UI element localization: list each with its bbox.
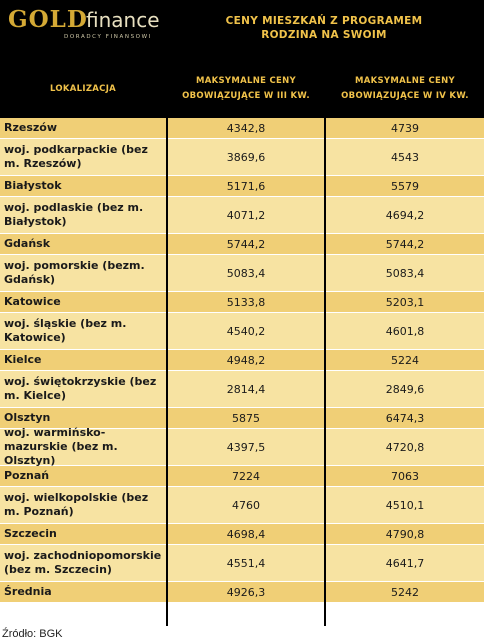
logo-subtitle: DORADCY FINANSOWI (64, 34, 152, 40)
column-header-q3: MAKSYMALNE CENY OBOWIĄZUJĄCE W III KW. (168, 60, 324, 118)
cell-q4-price: 4641,7 (385, 556, 425, 570)
cell-location: woj. podkarpackie (bez m. Rzeszów) (4, 143, 148, 170)
cell-location: Kielce (4, 353, 42, 366)
cell-location: woj. pomorskie (bezm. Gdańsk) (4, 259, 145, 286)
cell-location: woj. świętokrzyskie (bez m. Kielce) (4, 375, 157, 402)
table-row: woj. świętokrzyskie (bez m. Kielce) 2814,… (0, 371, 484, 408)
table-row: Szczecin 4698,4 4790,8 (0, 524, 484, 545)
cell-q4-price: 5203,1 (385, 295, 425, 309)
cell-q4-price: 4694,2 (385, 208, 425, 222)
cell-q3-price: 5875 (232, 411, 260, 425)
column-header-q4: MAKSYMALNE CENY OBOWIĄZUJĄCE W IV KW. (326, 60, 484, 118)
cell-q3-price: 4551,4 (226, 556, 266, 570)
cell-location: Białystok (4, 179, 62, 192)
column-header-location-label: LOKALIZACJA (49, 83, 117, 94)
title-line-1: CENY MIESZKAŃ Z PROGRAMEM (225, 15, 423, 27)
logo-finance-text: finance (86, 8, 160, 32)
cell-location: woj. wielkopolskie (bez m. Poznań) (4, 491, 149, 518)
cell-q3-price: 4948,2 (226, 353, 266, 367)
cell-location: Średnia (4, 585, 52, 598)
column-divider (166, 118, 168, 626)
table-row: Rzeszów 4342,8 4739 (0, 118, 484, 139)
table-row: Gdańsk 5744,2 5744,2 (0, 234, 484, 255)
logo-gold-text: GOLD (8, 6, 88, 33)
cell-location: Rzeszów (4, 121, 58, 134)
cell-location: Olsztyn (4, 411, 51, 424)
table-row: Białystok 5171,6 5579 (0, 176, 484, 197)
table-header: GOLD finance DORADCY FINANSOWI CENY MIES… (0, 0, 484, 118)
table-row: woj. zachodniopomorskie (bez m. Szczecin… (0, 545, 484, 582)
cell-q4-price: 5242 (391, 585, 419, 599)
cell-q4-price: 4510,1 (385, 498, 425, 512)
cell-q4-price: 7063 (391, 469, 419, 483)
title-line-2: RODZINA NA SWOIM (261, 29, 387, 41)
cell-q4-price: 4739 (391, 121, 419, 135)
cell-q4-price: 2849,6 (385, 382, 425, 396)
table-row: Katowice 5133,8 5203,1 (0, 292, 484, 313)
table-body: Rzeszów 4342,8 4739 woj. podkarpackie (bez … (0, 118, 484, 603)
column-header-q3-line-2: OBOWIĄZUJĄCE W III KW. (182, 91, 310, 101)
table-row: Kielce 4948,2 5224 (0, 350, 484, 371)
source-note: Źródło: BGK (2, 628, 63, 640)
column-header-q3-line-1: MAKSYMALNE CENY (195, 76, 297, 86)
cell-q4-price: 5579 (391, 179, 419, 193)
cell-q3-price: 7224 (232, 469, 260, 483)
table-row: woj. warmińsko-mazurskie (bez m. Olsztyn… (0, 426, 484, 467)
cell-q4-price: 6474,3 (385, 411, 425, 425)
column-header-q4-line-1: MAKSYMALNE CENY (354, 76, 456, 86)
table-title: CENY MIESZKAŃ Z PROGRAMEM RODZINA NA SWO… (196, 14, 452, 42)
cell-q4-price: 4790,8 (385, 527, 425, 541)
cell-q4-price: 5224 (391, 353, 419, 367)
cell-q4-price: 5744,2 (385, 237, 425, 251)
table-row: woj. wielkopolskie (bez m. Poznań) 4760 45… (0, 487, 484, 524)
cell-q4-price: 4543 (391, 150, 419, 164)
table-row: woj. pomorskie (bezm. Gdańsk) 5083,4 5083,… (0, 255, 484, 292)
cell-q3-price: 5171,6 (226, 179, 266, 193)
cell-q4-price: 5083,4 (385, 266, 425, 280)
cell-location: woj. warmińsko-mazurskie (bez m. Olsztyn… (4, 426, 118, 467)
cell-q4-price: 4720,8 (385, 440, 425, 454)
table-row: woj. podkarpackie (bez m. Rzeszów) 3869,6… (0, 139, 484, 176)
table-row: Średnia 4926,3 5242 (0, 582, 484, 603)
table-row: woj. podlaskie (bez m. Białystok) 4071,2 4… (0, 197, 484, 234)
cell-location: Szczecin (4, 527, 57, 540)
cell-location: woj. śląskie (bez m. Katowice) (4, 317, 127, 344)
cell-location: Katowice (4, 295, 61, 308)
goldfinance-logo: GOLD finance DORADCY FINANSOWI (8, 6, 160, 42)
cell-location: Poznań (4, 469, 50, 482)
table-row: Poznań 7224 7063 (0, 466, 484, 487)
cell-q3-price: 4760 (232, 498, 260, 512)
column-divider (324, 118, 326, 626)
cell-q3-price: 3869,6 (226, 150, 266, 164)
column-header-q4-line-2: OBOWIĄZUJĄCE W IV KW. (341, 91, 469, 101)
cell-q4-price: 4601,8 (385, 324, 425, 338)
cell-q3-price: 4926,3 (226, 585, 266, 599)
table-row: Olsztyn 5875 6474,3 (0, 408, 484, 429)
cell-q3-price: 4540,2 (226, 324, 266, 338)
cell-location: woj. podlaskie (bez m. Białystok) (4, 201, 144, 228)
table-row: woj. śląskie (bez m. Katowice) 4540,2 4601… (0, 313, 484, 350)
cell-q3-price: 4342,8 (226, 121, 266, 135)
cell-q3-price: 5133,8 (226, 295, 266, 309)
cell-q3-price: 4698,4 (226, 527, 266, 541)
cell-q3-price: 4071,2 (226, 208, 266, 222)
cell-location: Gdańsk (4, 237, 51, 250)
cell-q3-price: 5744,2 (226, 237, 266, 251)
cell-q3-price: 4397,5 (226, 440, 266, 454)
column-header-location: LOKALIZACJA (0, 60, 166, 118)
cell-location: woj. zachodniopomorskie (bez m. Szczecin… (4, 549, 162, 576)
cell-q3-price: 5083,4 (226, 266, 266, 280)
cell-q3-price: 2814,4 (226, 382, 266, 396)
